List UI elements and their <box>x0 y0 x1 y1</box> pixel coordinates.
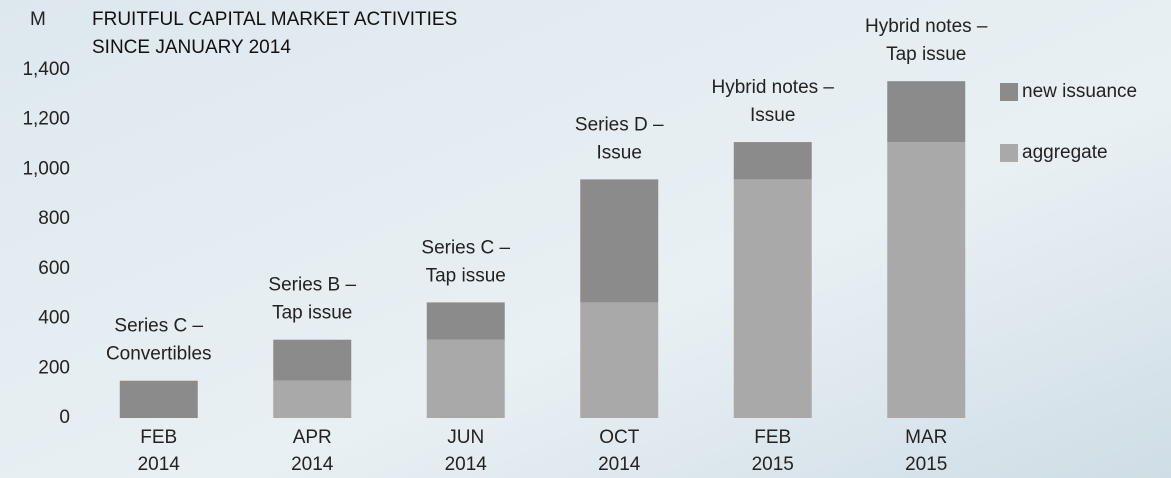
bar-annotation: Series D – <box>575 114 664 135</box>
y-axis-label: M <box>30 9 46 30</box>
bar-annotation: Issue <box>750 105 795 126</box>
bar-annotation: Hybrid notes – <box>865 16 988 37</box>
bar-annotation: Tap issue <box>426 265 506 286</box>
bar-annotation: Issue <box>597 142 642 163</box>
y-tick-label: 600 <box>38 258 70 279</box>
bar-annotation: Series C – <box>421 237 510 258</box>
bar-segment <box>887 81 965 142</box>
chart-title: FRUITFUL CAPITAL MARKET ACTIVITIES <box>92 9 457 30</box>
legend-swatch <box>1000 144 1018 162</box>
y-tick-label: 800 <box>38 208 70 229</box>
y-tick-label: 1,400 <box>22 59 70 80</box>
chart-title: SINCE JANUARY 2014 <box>92 37 291 58</box>
chart: M FRUITFUL CAPITAL MARKET ACTIVITIES SIN… <box>0 0 1171 478</box>
bar-annotation: Series B – <box>268 275 356 296</box>
y-tick-label: 200 <box>38 357 70 378</box>
bar-segment <box>580 302 658 418</box>
y-tick-label: 400 <box>38 308 70 329</box>
bar-annotation: Hybrid notes – <box>711 77 834 98</box>
legend-label: new issuance <box>1022 81 1137 102</box>
bar-segment <box>887 142 965 418</box>
legend-swatch <box>1000 83 1018 101</box>
bar-annotation: Series C – <box>114 316 203 337</box>
bar-annotation: Convertibles <box>106 344 212 365</box>
bar-segment <box>120 381 198 418</box>
bar-segment <box>273 381 351 418</box>
y-tick-label: 0 <box>59 407 70 428</box>
bar-segment <box>580 179 658 302</box>
bar-annotation: Tap issue <box>886 44 966 65</box>
bar-segment <box>427 302 505 339</box>
legend-label: aggregate <box>1022 142 1108 163</box>
y-tick-label: 1,000 <box>22 158 70 179</box>
bar-annotation: Tap issue <box>272 303 352 324</box>
bar-segment <box>427 340 505 418</box>
bar-segment <box>273 340 351 381</box>
bar-segment <box>734 179 812 418</box>
y-tick-label: 1,200 <box>22 109 70 130</box>
bar-segment <box>734 142 812 179</box>
